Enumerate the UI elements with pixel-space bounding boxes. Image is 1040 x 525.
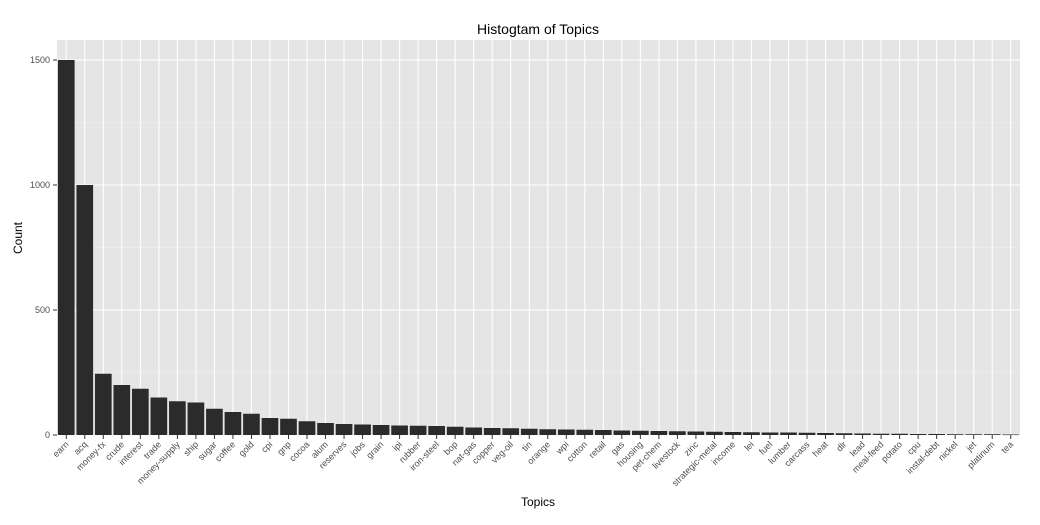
bar-zinc — [687, 431, 705, 435]
bar-cotton — [576, 429, 594, 435]
bar-retail — [594, 430, 612, 435]
y-tick-label: 1500 — [30, 55, 50, 65]
x-tick-label: grain — [364, 439, 385, 460]
bar-tea — [1002, 434, 1020, 436]
bar-heat — [817, 433, 834, 435]
bar-income — [724, 432, 742, 435]
bar-carcass — [798, 432, 816, 435]
x-axis-ticks: earn acqmoney-fxcrudeinteresttrademoney-s… — [51, 435, 1015, 488]
bar-jobs — [354, 424, 371, 435]
y-tick-label: 0 — [45, 430, 50, 440]
bar-cocoa — [298, 421, 316, 435]
bar-money-supply — [169, 401, 186, 435]
chart-title: Histogtam of Topics — [477, 21, 599, 37]
bar-crude — [113, 385, 131, 435]
bars — [57, 60, 1020, 436]
y-tick-label: 1000 — [30, 180, 50, 190]
bar-nat-gas — [465, 427, 483, 435]
bar-strategic-metal — [706, 431, 723, 435]
bar-nickel — [946, 434, 964, 435]
bar-orange — [539, 429, 557, 435]
x-tick-label: potato — [879, 439, 904, 464]
bar-gas — [613, 430, 631, 435]
x-tick-label: jobs — [348, 439, 368, 459]
y-axis-ticks: 0 500 1000 1500 — [30, 55, 57, 440]
bar-instal-debt — [928, 434, 945, 435]
x-axis-title: Topics — [521, 495, 555, 509]
grid-lines — [57, 40, 1020, 436]
bar-lei — [743, 432, 760, 435]
bar-ipi — [391, 425, 408, 435]
bar-livestock — [669, 431, 686, 435]
x-tick-label: lei — [742, 439, 755, 452]
x-tick-label: cpi — [259, 439, 274, 454]
bar-bop — [446, 426, 464, 435]
bar-wpi — [557, 429, 575, 435]
x-tick-label: retail — [587, 439, 608, 460]
x-tick-label: cocoa — [287, 439, 311, 463]
bar-gnp — [280, 418, 297, 435]
bar-alum — [317, 423, 334, 435]
bar-lumber — [780, 432, 797, 435]
bar-cpu — [909, 434, 927, 435]
x-tick-label: tea — [999, 439, 1015, 455]
bar-iron-steel — [428, 426, 445, 435]
bar-sugar — [206, 408, 223, 435]
plot-panel — [57, 40, 1020, 435]
bar-earn — [57, 60, 75, 435]
bar-grain — [372, 425, 390, 435]
y-tick-label: 500 — [35, 305, 50, 315]
bar-trade — [150, 397, 168, 435]
bar-jet — [965, 434, 983, 435]
bar-platinum — [983, 434, 1001, 435]
bar-tin — [520, 428, 538, 435]
x-tick-label: nickel — [936, 439, 959, 462]
x-tick-label: coffee — [213, 439, 237, 463]
y-axis-title: Count — [11, 221, 25, 254]
bar-reserves — [335, 424, 353, 435]
x-tick-label: gold — [237, 439, 256, 458]
x-tick-label: ipi — [391, 439, 404, 452]
bar-gold — [243, 413, 260, 435]
bar-money-fx — [94, 373, 112, 435]
bar-meal-feed — [872, 433, 890, 435]
bar-copper — [483, 428, 501, 435]
bar-dlr — [835, 433, 853, 435]
bar-rubber — [409, 425, 427, 435]
x-tick-label: tin — [520, 439, 534, 453]
x-tick-label: earn — [51, 439, 71, 459]
bar-cpi — [261, 418, 279, 435]
bar-lead — [854, 433, 871, 435]
bar-veg-oil — [502, 428, 520, 435]
bar-coffee — [224, 412, 242, 435]
x-tick-label: dlr — [834, 439, 848, 453]
x-tick-label: cotton — [565, 439, 589, 463]
bar-fuel — [761, 432, 779, 435]
bar-pet-chem — [650, 431, 668, 435]
bar-housing — [632, 430, 649, 435]
bar-potato — [891, 433, 908, 435]
x-tick-label: heat — [810, 439, 830, 459]
bar-ship — [187, 402, 205, 435]
bar-interest — [132, 388, 149, 435]
bar-acq — [76, 185, 94, 435]
